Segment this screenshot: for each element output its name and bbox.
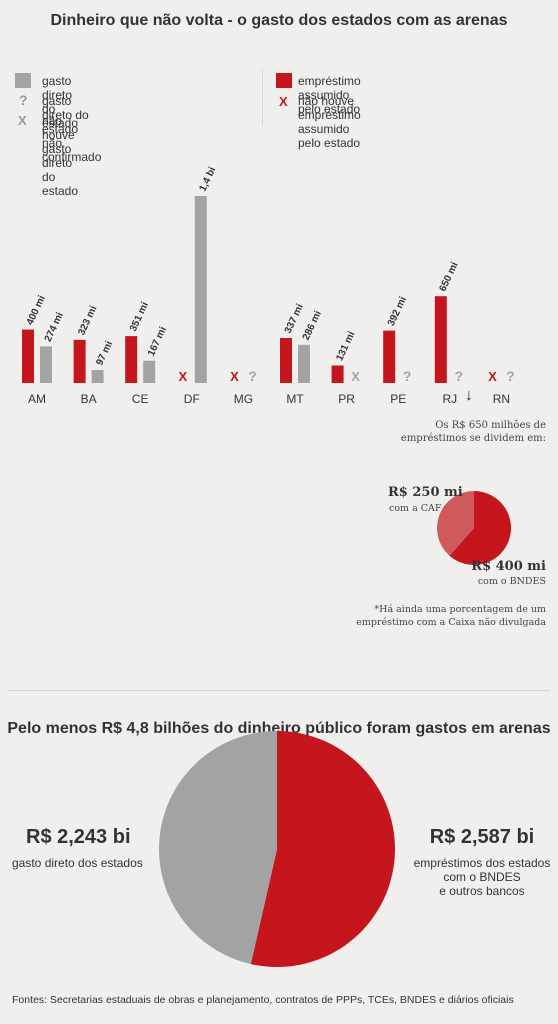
bar-direct: [40, 346, 52, 383]
right-caption-3: e outros bancos: [439, 884, 525, 898]
bar-direct: [194, 196, 207, 383]
section-divider: [8, 690, 550, 691]
data-label-loan: 392 mi: [386, 295, 409, 328]
marker-unconfirmed: ?: [248, 368, 257, 384]
bar-loan: [383, 330, 396, 383]
bar-direct: [91, 370, 104, 383]
bar-loan: [73, 339, 86, 383]
legend-red-label: empréstimo assumido pelo estado: [298, 74, 361, 116]
rj-pie-chart: [437, 491, 511, 565]
category-label: MT: [286, 392, 304, 406]
data-label-loan: 337 mi: [283, 302, 306, 335]
marker-no-loan: X: [488, 369, 497, 384]
rj-arrow: ↓: [465, 387, 473, 404]
data-label-loan: 650 mi: [438, 260, 461, 293]
pie-slice-bndes: [449, 491, 511, 565]
data-label-loan: 351 mi: [128, 300, 151, 333]
pie-slice-direct: [159, 731, 277, 965]
category-label: CE: [132, 392, 149, 406]
data-label-direct: 1,4 bi: [198, 165, 219, 193]
legend-question-symbol: ?: [19, 92, 28, 108]
page-title: Dinheiro que não volta - o gasto dos est…: [50, 12, 508, 29]
data-label-loan: 323 mi: [76, 304, 99, 337]
pie-slice-caf: [437, 491, 474, 556]
category-label: DF: [184, 392, 200, 406]
bar-loan: [22, 329, 34, 383]
category-label: PE: [390, 392, 406, 406]
main-pie-chart: [159, 731, 396, 967]
legend-red-swatch: [276, 73, 292, 88]
legend-gray-x-label: não houve gasto direto do estado: [42, 114, 79, 198]
data-label-loan: 400 mi: [25, 294, 48, 327]
rj-footnote-line1: *Há ainda uma porcentagem de um: [374, 604, 546, 615]
data-label-loan: 131 mi: [334, 330, 357, 363]
data-label-direct: 274 mi: [43, 311, 66, 344]
bar-direct: [298, 344, 310, 383]
legend-separator: [262, 70, 263, 126]
category-label: RN: [493, 392, 510, 406]
marker-unconfirmed: ?: [506, 368, 515, 384]
bar-loan: [280, 337, 292, 383]
legend-red-x-label: não houve empréstimo assumido pelo estad…: [298, 94, 361, 150]
caf-caption: com a CAF: [389, 503, 442, 514]
data-label-direct: 97 mi: [94, 339, 115, 367]
right-caption-1: empréstimos dos estados: [413, 856, 551, 870]
footer-sources: Fontes: Secretarias estaduais de obras e…: [12, 994, 514, 1006]
marker-no-loan: X: [230, 369, 239, 384]
left-caption: gasto direto dos estados: [12, 856, 143, 870]
pie-slice-loans: [250, 731, 396, 967]
marker-no-loan: X: [178, 369, 187, 384]
legend-gray-swatch: [15, 73, 31, 88]
category-label: RJ: [442, 392, 457, 406]
category-label: MG: [234, 392, 253, 406]
marker-unconfirmed: ?: [403, 368, 412, 384]
category-label: PR: [338, 392, 355, 406]
bar-loan: [125, 336, 138, 383]
bndes-caption: com o BNDES: [477, 576, 546, 587]
bndes-value: R$ 400 mi: [471, 559, 546, 574]
legend-gray-label: gasto direto do estado: [42, 74, 79, 130]
rj-note-line2: empréstimos se dividem em:: [400, 433, 546, 444]
bar-direct: [143, 360, 156, 383]
right-caption-2: com o BNDES: [443, 870, 521, 884]
legend-gray-x-symbol: X: [18, 113, 27, 128]
legend-question-label: gasto direto do estado não confirmado: [42, 94, 102, 164]
marker-no-direct: X: [351, 369, 360, 384]
right-value: R$ 2,587 bi: [429, 826, 535, 848]
legend-red-x-symbol: X: [279, 94, 288, 109]
category-label: BA: [81, 392, 97, 406]
data-label-direct: 167 mi: [146, 325, 169, 358]
rj-note-line1: Os R$ 650 milhões de: [435, 420, 546, 431]
category-label: AM: [28, 392, 46, 406]
bar-loan: [331, 365, 344, 383]
marker-unconfirmed: ?: [455, 368, 464, 384]
bar-loan: [434, 296, 447, 383]
section2-title: Pelo menos R$ 4,8 bilhões do dinheiro pú…: [7, 720, 551, 737]
left-value: R$ 2,243 bi: [26, 826, 131, 848]
data-label-direct: 286 mi: [301, 309, 324, 342]
rj-footnote-line2: empréstimo com a Caixa não divulgada: [356, 617, 546, 628]
caf-value: R$ 250 mi: [388, 485, 463, 500]
